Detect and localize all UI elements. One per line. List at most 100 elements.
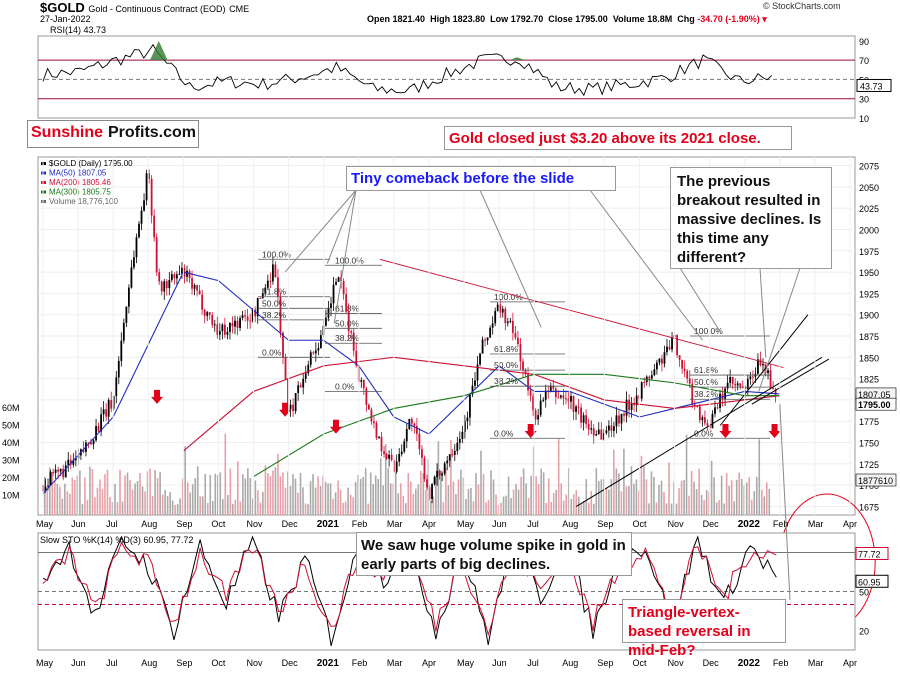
price-body xyxy=(527,374,529,391)
price-body xyxy=(671,337,673,350)
price-body xyxy=(231,322,234,327)
fib-level-label: 50.0% xyxy=(494,360,519,370)
volume-bar xyxy=(69,493,71,515)
price-body xyxy=(317,348,320,351)
price-body xyxy=(102,409,105,415)
price-body xyxy=(342,281,345,295)
callout-pointer-5 xyxy=(679,267,721,333)
price-body xyxy=(436,470,438,478)
price-body xyxy=(92,440,95,445)
volume-bar xyxy=(282,472,284,515)
volume-bar xyxy=(623,448,625,515)
price-body xyxy=(360,379,363,382)
volume-bar xyxy=(560,483,563,515)
price-body xyxy=(701,417,704,421)
volume-bar xyxy=(372,484,375,515)
volume-bar xyxy=(562,500,565,515)
price-body xyxy=(302,378,305,388)
price-body xyxy=(575,406,577,412)
price-body xyxy=(269,280,272,282)
volume-bar xyxy=(640,455,643,515)
rsi-tick-label-0: 10 xyxy=(859,114,869,124)
price-body xyxy=(274,264,277,278)
close-label: Close xyxy=(548,14,573,24)
price-body xyxy=(486,337,489,341)
price-body xyxy=(97,425,100,432)
price-body xyxy=(259,297,262,299)
price-tag-2 xyxy=(855,473,897,487)
x-tick-label-bottom-0: May xyxy=(36,658,54,668)
price-body xyxy=(494,310,497,324)
volume-bar xyxy=(690,471,693,515)
volume-bar xyxy=(124,475,126,515)
x-tick-label-bottom-7: Dec xyxy=(282,658,299,668)
price-body xyxy=(105,409,108,417)
volume-bar xyxy=(680,480,683,515)
x-tick-label-top-10: Mar xyxy=(387,519,403,529)
volume-bar xyxy=(49,467,51,515)
triangle-reversal-callout: Triangle-vertex-based reversal in mid-Fe… xyxy=(622,599,786,659)
x-tick-label-bottom-12: May xyxy=(457,658,475,668)
volume-tick-label-1: 50M xyxy=(2,421,20,431)
volume-bar xyxy=(66,491,69,515)
date-label: 27-Jan-2022 xyxy=(40,14,91,24)
volume-bar xyxy=(412,493,415,515)
price-body xyxy=(681,359,684,369)
price-body xyxy=(130,267,133,288)
x-tick-label-top-5: Oct xyxy=(211,519,226,529)
price-body xyxy=(431,484,433,500)
x-tick-label-top-19: Dec xyxy=(703,519,720,529)
price-body xyxy=(441,473,444,476)
price-body xyxy=(769,370,772,389)
price-body xyxy=(471,385,474,395)
price-body xyxy=(100,414,103,432)
price-body xyxy=(509,320,512,322)
sto-tag-label-1: 60.95 xyxy=(858,577,881,587)
fib-level-label: 100.0% xyxy=(335,255,364,265)
price-body xyxy=(292,404,294,412)
volume-bar xyxy=(337,480,339,515)
volume-bar xyxy=(442,502,445,515)
volume-bar xyxy=(297,492,299,515)
triangle-upper-line xyxy=(719,314,809,426)
volume-bar xyxy=(394,472,397,515)
price-body xyxy=(158,272,161,282)
price-body xyxy=(476,364,479,381)
price-body xyxy=(559,395,562,398)
decline-arrow-2 xyxy=(329,419,342,434)
volume-spike-callout: We saw huge volume spike in gold in earl… xyxy=(356,532,632,576)
price-body xyxy=(653,369,656,376)
volume-bar xyxy=(585,479,588,515)
volume-bar xyxy=(56,483,59,515)
price-body xyxy=(261,293,264,299)
volume-bar xyxy=(54,480,56,515)
x-tick-label-bottom-5: Oct xyxy=(211,658,226,668)
price-body xyxy=(143,200,145,211)
volume-bar xyxy=(359,478,362,515)
volume-bar xyxy=(735,479,738,515)
volume-bar xyxy=(547,478,550,515)
price-body xyxy=(413,423,416,426)
volume-bar xyxy=(715,502,718,515)
price-body xyxy=(148,173,151,179)
volume-bar xyxy=(399,483,402,515)
price-body xyxy=(481,339,484,354)
x-tick-label-bottom-1: Jun xyxy=(71,658,86,668)
resistance-line xyxy=(379,258,784,368)
volume-bar xyxy=(590,491,593,515)
volume-bar xyxy=(199,496,202,515)
callout-pointer-6 xyxy=(759,267,767,358)
price-tick-label-12: 1975 xyxy=(859,247,879,257)
volume-bar xyxy=(169,492,171,515)
volume-bar xyxy=(189,492,191,515)
price-body xyxy=(463,421,466,432)
volume-bar xyxy=(467,488,470,515)
volume-bar xyxy=(201,496,204,515)
price-body xyxy=(514,332,517,338)
price-body xyxy=(499,304,502,313)
volume-bar xyxy=(550,501,552,515)
volume-tick-label-4: 20M xyxy=(2,473,20,483)
volume-bar xyxy=(309,481,312,515)
volume-bar xyxy=(620,491,623,515)
